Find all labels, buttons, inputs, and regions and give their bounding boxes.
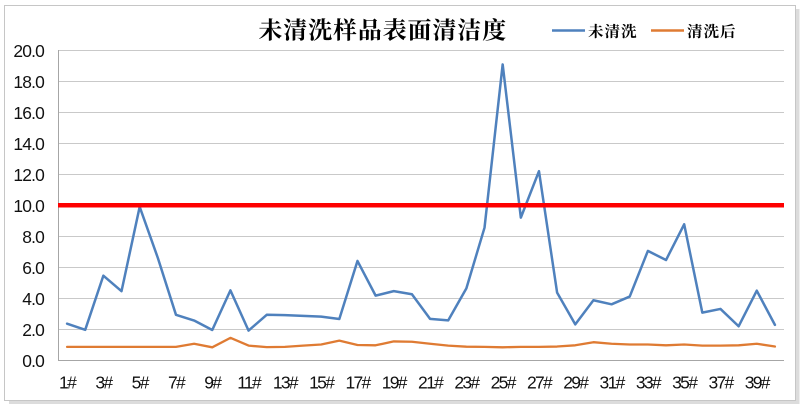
svg-text:21#: 21# [418, 373, 444, 393]
svg-text:17#: 17# [345, 373, 371, 393]
svg-text:4.0: 4.0 [22, 289, 44, 309]
svg-text:15#: 15# [309, 373, 335, 393]
svg-text:1#: 1# [59, 373, 77, 393]
svg-text:16.0: 16.0 [13, 103, 44, 123]
svg-text:29#: 29# [563, 373, 589, 393]
svg-text:13#: 13# [273, 373, 299, 393]
svg-text:14.0: 14.0 [13, 134, 44, 154]
svg-text:5#: 5# [132, 373, 150, 393]
svg-text:10.0: 10.0 [13, 196, 44, 216]
svg-text:27#: 27# [527, 373, 553, 393]
svg-text:0.0: 0.0 [22, 351, 44, 371]
svg-text:11#: 11# [237, 373, 262, 393]
svg-text:19#: 19# [382, 373, 408, 393]
svg-text:9#: 9# [204, 373, 222, 393]
svg-text:33#: 33# [636, 373, 662, 393]
svg-text:31#: 31# [600, 373, 626, 393]
svg-text:18.0: 18.0 [13, 72, 44, 92]
svg-text:8.0: 8.0 [22, 227, 44, 247]
svg-text:3#: 3# [95, 373, 113, 393]
svg-text:7#: 7# [168, 373, 186, 393]
svg-text:12.0: 12.0 [13, 165, 44, 185]
svg-text:2.0: 2.0 [22, 320, 44, 340]
svg-text:35#: 35# [672, 373, 698, 393]
svg-text:23#: 23# [454, 373, 480, 393]
svg-text:20.0: 20.0 [13, 41, 44, 61]
svg-text:25#: 25# [491, 373, 517, 393]
svg-text:39#: 39# [745, 373, 771, 393]
svg-text:37#: 37# [708, 373, 734, 393]
svg-text:6.0: 6.0 [22, 258, 44, 278]
